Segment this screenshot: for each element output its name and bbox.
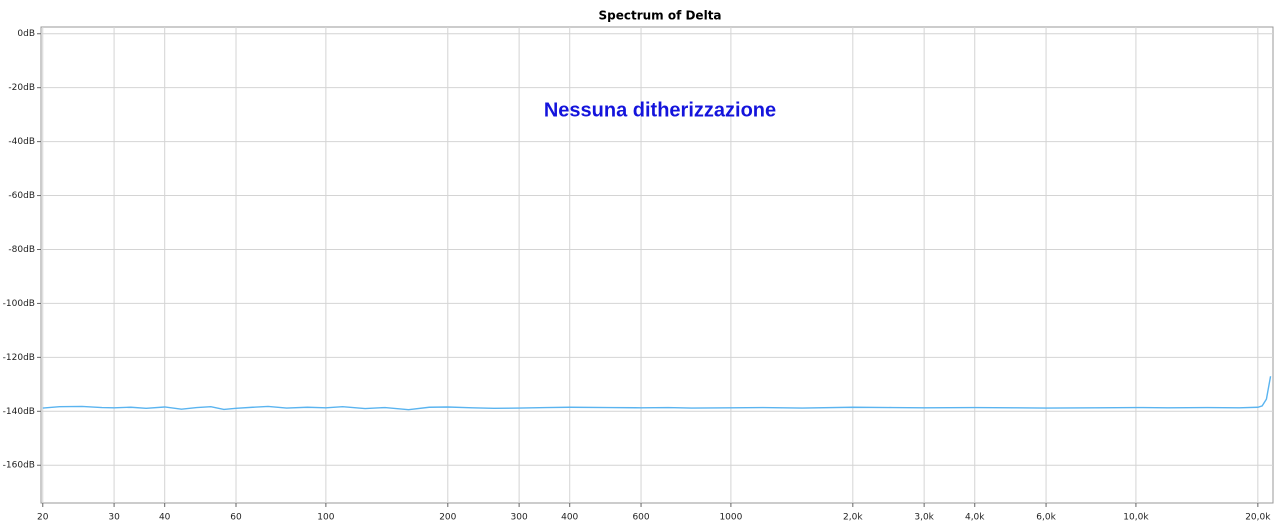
x-tick-label: 1000 (719, 513, 742, 523)
y-tick-label: -20dB (8, 83, 35, 93)
y-tick-label: -100dB (3, 299, 35, 309)
x-tick-label: 20 (37, 513, 49, 523)
x-tick-label: 6,0k (1036, 513, 1056, 523)
y-tick-label: -140dB (3, 407, 35, 417)
x-tick-label: 3,0k (914, 513, 934, 523)
y-tick-label: -60dB (8, 191, 35, 201)
x-tick-label: 400 (561, 513, 578, 523)
x-tick-label: 30 (108, 513, 120, 523)
plot-area (40, 26, 1274, 504)
annotation: Nessuna ditherizzazione (544, 99, 776, 121)
y-tick-label: -120dB (3, 353, 35, 363)
x-tick-label: 60 (230, 513, 242, 523)
series-line (42, 376, 1272, 411)
x-tick-label: 40 (159, 513, 171, 523)
y-tick-label: 0dB (17, 29, 35, 39)
x-tick-label: 20,0k (1245, 513, 1271, 523)
y-tick-label: -160dB (3, 461, 35, 471)
x-tick-label: 300 (511, 513, 528, 523)
x-tick-label: 4,0k (965, 513, 985, 523)
x-tick-label: 100 (317, 513, 334, 523)
x-tick-label: 200 (439, 513, 456, 523)
x-tick-label: 10,0k (1123, 513, 1149, 523)
x-tick-label: 600 (632, 513, 649, 523)
x-tick-label: 2,0k (843, 513, 863, 523)
chart-title: Spectrum of Delta (598, 9, 721, 23)
y-tick-label: -40dB (8, 137, 35, 147)
y-tick-label: -80dB (8, 245, 35, 255)
